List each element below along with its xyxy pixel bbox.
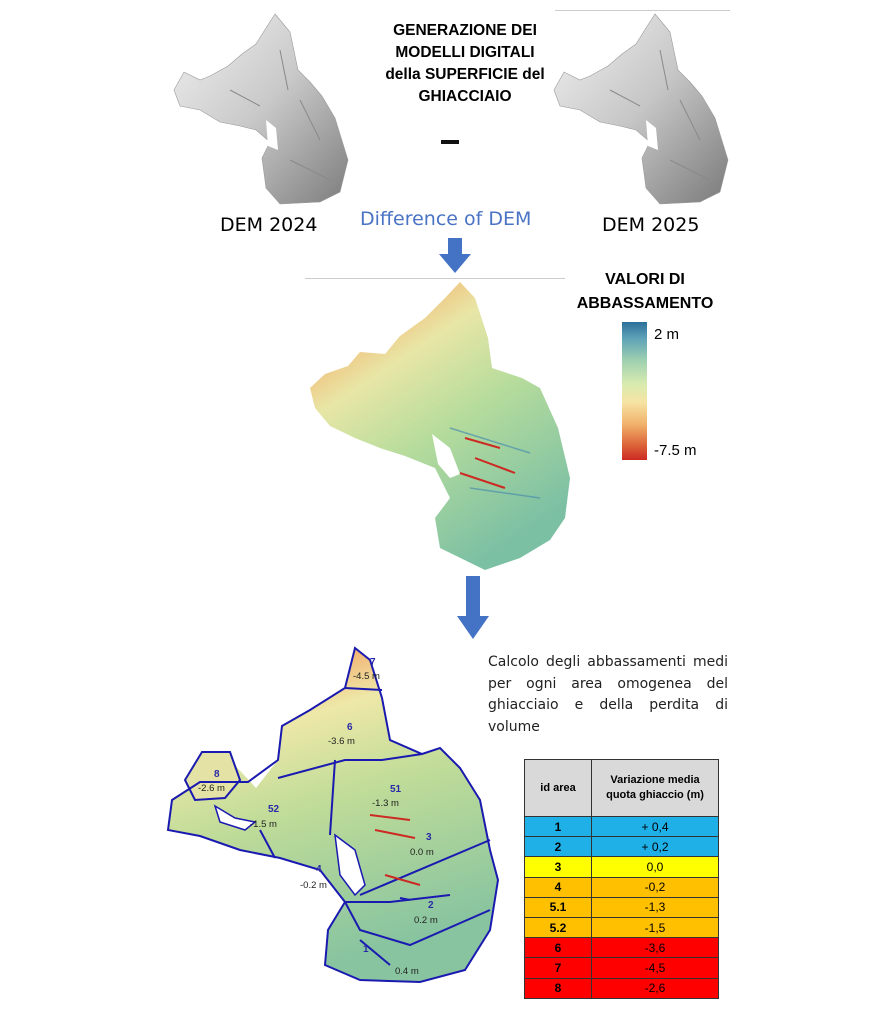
dem-2025-hillshade <box>553 13 729 205</box>
zone-value-label: -2.6 m <box>198 783 225 794</box>
table-row: 4 -0,2 <box>524 876 719 898</box>
area-variation-table: id area Variazione media quota ghiaccio … <box>524 759 719 999</box>
table-cell-id: 3 <box>524 856 592 878</box>
table-cell-value: -4,5 <box>591 957 719 979</box>
scale-title-line-2: ABBASSAMENTO <box>576 295 714 312</box>
calculation-description: Calcolo degli abbassamenti medi per ogni… <box>488 654 728 735</box>
zone-value-label: -3.6 m <box>328 736 355 747</box>
separator-line <box>555 10 730 11</box>
table-row: 1 + 0,4 <box>524 815 719 838</box>
table-cell-value: -0,2 <box>591 876 719 898</box>
table-cell-id: 6 <box>524 937 592 959</box>
zone-id-label: 8 <box>214 769 220 780</box>
table-cell-id: 8 <box>524 977 592 999</box>
table-row: 6 -3,6 <box>524 937 719 959</box>
zone-id-label: 7 <box>370 657 376 668</box>
color-scale-bar <box>622 322 647 460</box>
table-cell-id: 4 <box>524 876 592 898</box>
scale-title-line-1: VALORI DI <box>605 271 685 288</box>
zone-value-label: -4.5 m <box>353 671 380 682</box>
zone-value-label: -0.2 m <box>300 880 327 891</box>
title-line-2: MODELLI DIGITALI <box>395 44 535 61</box>
table-cell-value: -1,5 <box>591 916 719 939</box>
zoned-glacier-map <box>166 646 500 984</box>
dem-2024-label: DEM 2024 <box>220 214 318 236</box>
zone-id-label: 51 <box>390 784 402 795</box>
down-arrow-icon <box>439 238 471 273</box>
zone-id-label: 6 <box>347 722 353 733</box>
title-line-3: della SUPERFICIE del <box>385 66 545 83</box>
zone-value-label: 0.2 m <box>414 915 438 926</box>
table-row: 2 + 0,2 <box>524 836 719 858</box>
table-row: 5.2 -1,5 <box>524 916 719 939</box>
table-cell-id: 7 <box>524 957 592 979</box>
table-cell-value: 0,0 <box>591 856 719 878</box>
table-row: 3 0,0 <box>524 856 719 878</box>
zone-value-label: 0.0 m <box>410 847 434 858</box>
zone-value-label: -1.5 m <box>250 819 277 830</box>
table-cell-id: 5.1 <box>524 896 592 918</box>
table-cell-id: 5.2 <box>524 916 592 939</box>
minus-sign <box>441 140 459 144</box>
table-cell-value: -2,6 <box>591 977 719 999</box>
table-row: 5.1 -1,3 <box>524 896 719 918</box>
table-row: 7 -4,5 <box>524 957 719 979</box>
table-cell-value: -1,3 <box>591 896 719 918</box>
dem-2024-hillshade <box>173 13 349 205</box>
zone-value-label: -1.3 m <box>372 798 399 809</box>
difference-map <box>310 282 570 570</box>
zone-id-label: 4 <box>316 864 322 875</box>
table-cell-id: 1 <box>524 815 592 838</box>
table-cell-value: -3,6 <box>591 937 719 959</box>
zone-id-label: 1 <box>363 944 369 955</box>
down-arrow-icon <box>457 576 489 639</box>
zone-labels: 7 -4.5 m 6 -3.6 m 8 -2.6 m 52 -1.5 m 51 … <box>198 657 438 977</box>
table-cell-id: 2 <box>524 836 592 858</box>
title-line-4: GHIACCIAIO <box>418 88 512 105</box>
scale-max-label: 2 m <box>654 326 680 343</box>
scale-min-label: -7.5 m <box>654 442 697 459</box>
table-cell-value: + 0,2 <box>591 836 719 858</box>
separator-line <box>305 278 565 279</box>
zone-id-label: 3 <box>426 832 432 843</box>
table-row: 8 -2,6 <box>524 977 719 999</box>
table-header-id: id area <box>524 759 592 817</box>
difference-label: Difference of DEM <box>360 208 532 230</box>
table-header-value-line-2: quota ghiaccio (m) <box>606 789 704 801</box>
zone-value-label: 0.4 m <box>395 966 419 977</box>
table-cell-value: + 0,4 <box>591 815 719 838</box>
dem-2025-label: DEM 2025 <box>602 214 700 236</box>
title-line-1: GENERAZIONE DEI <box>393 22 537 39</box>
scale-title: VALORI DI ABBASSAMENTO <box>560 268 730 316</box>
table-header-value: Variazione media quota ghiaccio (m) <box>591 759 719 817</box>
table-header-value-line-1: Variazione media <box>610 774 700 786</box>
diagram-title: GENERAZIONE DEI MODELLI DIGITALI della S… <box>360 20 570 108</box>
zone-id-label: 52 <box>268 804 280 815</box>
zone-id-label: 2 <box>428 900 434 911</box>
